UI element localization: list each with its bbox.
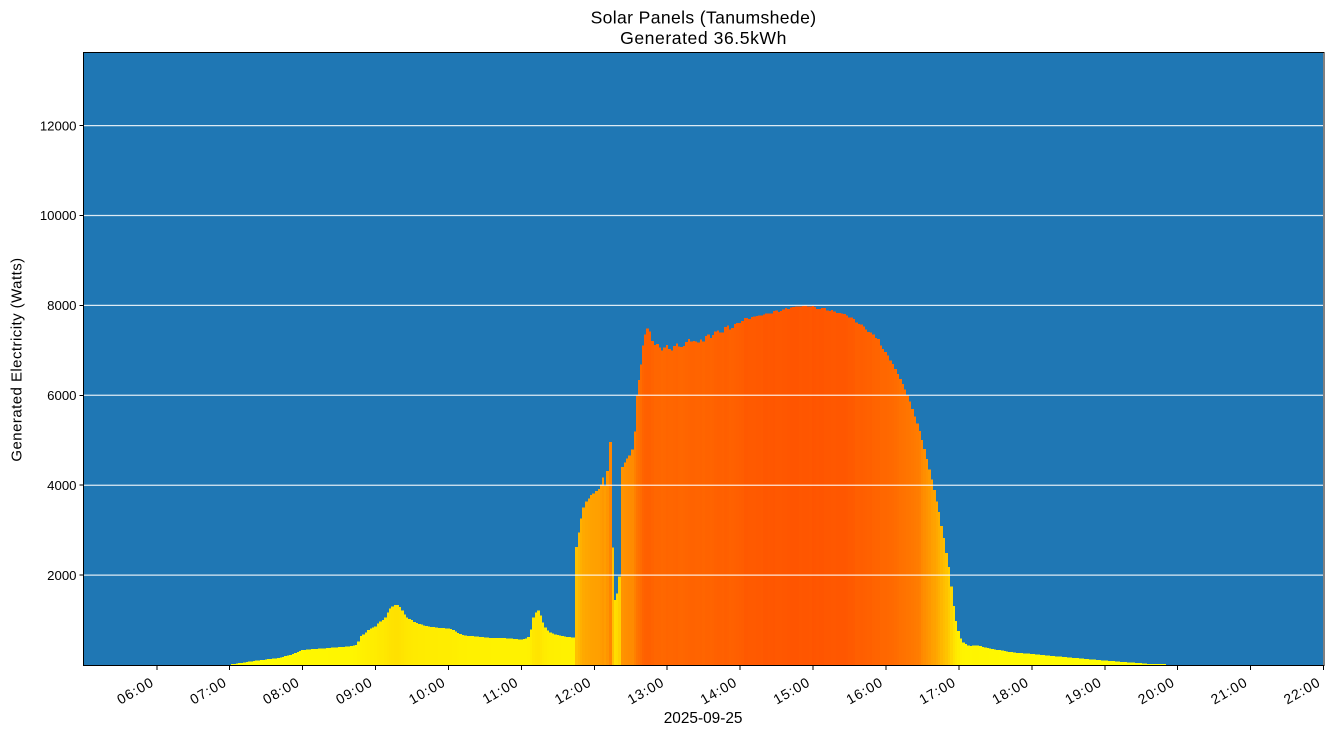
svg-text:13:00: 13:00 xyxy=(625,674,667,708)
svg-text:20:00: 20:00 xyxy=(1135,674,1177,708)
svg-text:10:00: 10:00 xyxy=(406,674,448,708)
svg-text:11:00: 11:00 xyxy=(480,674,522,707)
svg-text:15:00: 15:00 xyxy=(770,674,812,708)
svg-text:07:00: 07:00 xyxy=(187,674,229,708)
svg-text:22:00: 22:00 xyxy=(1281,674,1323,708)
svg-text:2025-09-25: 2025-09-25 xyxy=(664,710,743,727)
svg-text:8000: 8000 xyxy=(47,298,76,313)
svg-text:Generated 36.5kWh: Generated 36.5kWh xyxy=(620,28,787,48)
svg-text:09:00: 09:00 xyxy=(333,674,375,708)
svg-text:08:00: 08:00 xyxy=(260,674,302,708)
svg-text:12000: 12000 xyxy=(40,118,77,133)
svg-text:Generated Electricity (Watts): Generated Electricity (Watts) xyxy=(9,257,26,461)
svg-text:10000: 10000 xyxy=(40,208,77,223)
svg-text:6000: 6000 xyxy=(47,388,76,403)
svg-text:2000: 2000 xyxy=(47,568,76,583)
svg-text:4000: 4000 xyxy=(47,478,76,493)
svg-text:Solar Panels (Tanumshede): Solar Panels (Tanumshede) xyxy=(591,8,817,28)
svg-text:16:00: 16:00 xyxy=(843,674,885,708)
svg-text:18:00: 18:00 xyxy=(989,674,1031,708)
svg-text:19:00: 19:00 xyxy=(1062,674,1104,708)
svg-text:12:00: 12:00 xyxy=(552,674,594,708)
svg-text:17:00: 17:00 xyxy=(916,674,958,708)
svg-text:21:00: 21:00 xyxy=(1208,674,1250,708)
svg-text:06:00: 06:00 xyxy=(114,674,156,708)
svg-text:14:00: 14:00 xyxy=(697,674,739,708)
